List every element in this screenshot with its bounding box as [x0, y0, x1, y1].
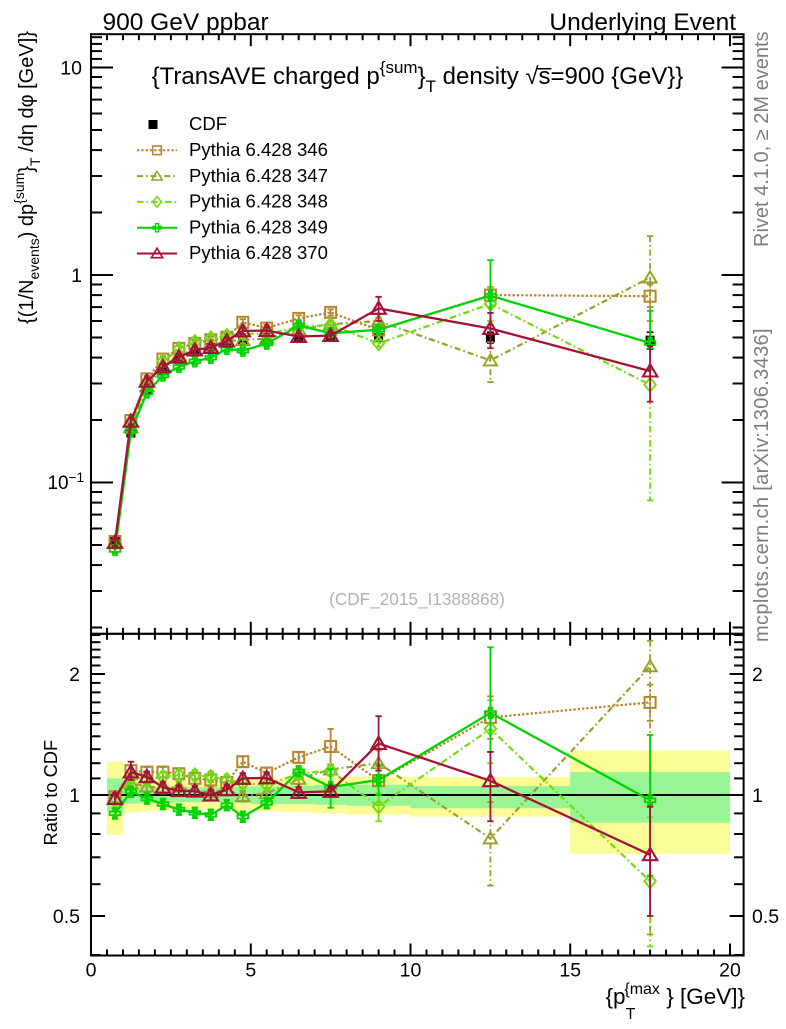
svg-text:1: 1 — [69, 785, 80, 807]
svg-text:(CDF_2015_I1388868): (CDF_2015_I1388868) — [329, 589, 505, 609]
svg-text:Ratio to CDF: Ratio to CDF — [40, 740, 61, 846]
svg-text:20: 20 — [719, 960, 741, 982]
svg-text:Pythia 6.428 348: Pythia 6.428 348 — [189, 191, 328, 212]
svg-text:2: 2 — [752, 664, 763, 686]
svg-text:2: 2 — [69, 664, 80, 686]
svg-text:Pythia 6.428 347: Pythia 6.428 347 — [189, 165, 328, 186]
svg-text:10: 10 — [60, 58, 82, 80]
svg-text:0.5: 0.5 — [53, 906, 80, 928]
svg-text:Pythia 6.428 349: Pythia 6.428 349 — [189, 216, 328, 237]
svg-text:CDF: CDF — [189, 113, 227, 134]
svg-text:Rivet 4.1.0, ≥ 2M events: Rivet 4.1.0, ≥ 2M events — [751, 31, 773, 247]
svg-text:1: 1 — [752, 785, 763, 807]
svg-text:0.5: 0.5 — [752, 906, 779, 928]
svg-text:5: 5 — [245, 960, 256, 982]
svg-text:Pythia 6.428 346: Pythia 6.428 346 — [189, 139, 328, 160]
svg-text:900 GeV ppbar: 900 GeV ppbar — [103, 9, 269, 36]
svg-text:0: 0 — [86, 960, 97, 982]
svg-text:10: 10 — [400, 960, 422, 982]
svg-text:1: 1 — [71, 265, 82, 287]
svg-text:{TransAVE charged p{sum}T dens: {TransAVE charged p{sum}T density √s̅=90… — [152, 58, 684, 96]
svg-text:15: 15 — [559, 960, 581, 982]
svg-text:Pythia 6.428 370: Pythia 6.428 370 — [189, 242, 328, 263]
svg-text:mcplots.cern.ch [arXiv:1306.34: mcplots.cern.ch [arXiv:1306.3436] — [751, 328, 773, 642]
svg-text:Underlying Event: Underlying Event — [549, 9, 736, 36]
